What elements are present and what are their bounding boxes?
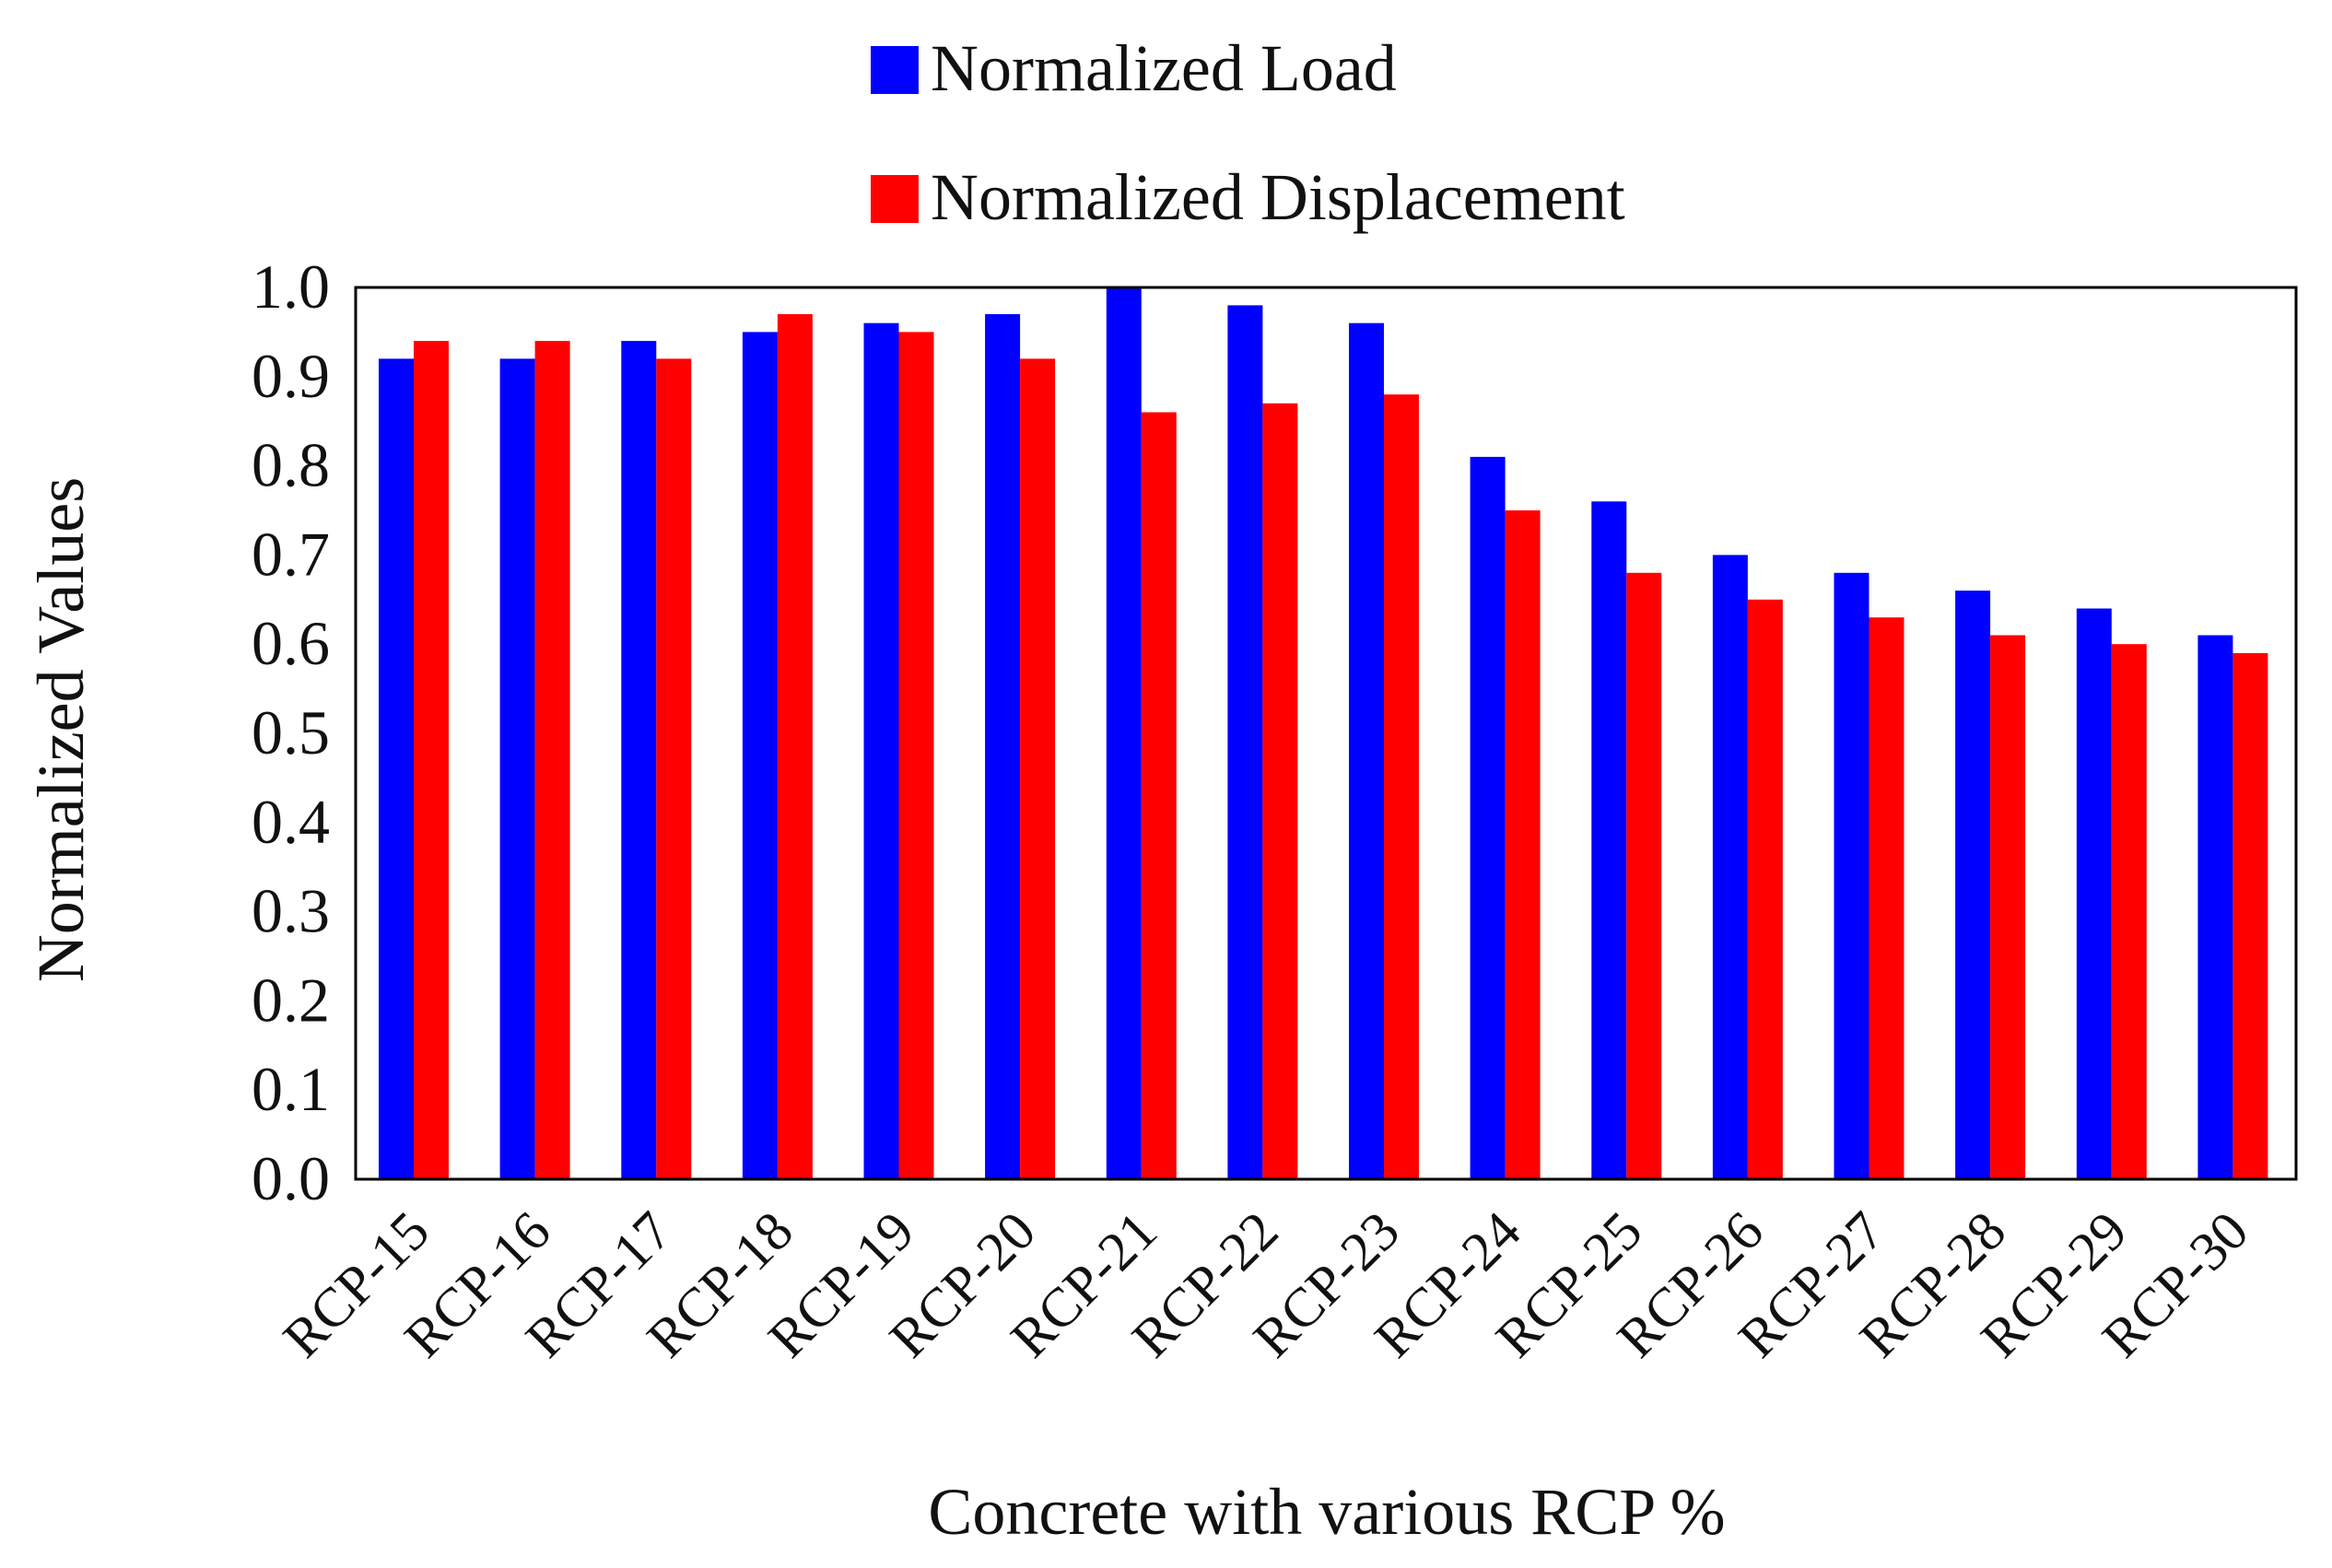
legend-swatch-normalized-load	[871, 46, 919, 94]
bar-normalized-load-rcp-19	[863, 322, 899, 1179]
bar-normalized-load-rcp-30	[2197, 635, 2233, 1179]
y-tick-label: 0.0	[252, 1143, 330, 1213]
bar-normalized-load-rcp-20	[985, 314, 1021, 1179]
bar-normalized-displacement-rcp-26	[1747, 599, 1783, 1179]
legend-swatch-normalized-displacement	[871, 175, 919, 223]
bar-normalized-displacement-rcp-28	[1990, 635, 2026, 1179]
bar-normalized-displacement-rcp-23	[1384, 394, 1419, 1179]
bar-normalized-load-rcp-18	[742, 332, 778, 1179]
bar-normalized-load-rcp-23	[1349, 322, 1384, 1179]
x-tick-labels: RCP-15RCP-16RCP-17RCP-18RCP-19RCP-20RCP-…	[272, 1200, 2260, 1369]
legend: Normalized Load Normalized Displacement	[871, 31, 1625, 234]
bar-normalized-displacement-rcp-30	[2232, 652, 2268, 1179]
bar-normalized-load-rcp-26	[1712, 555, 1748, 1179]
y-tick-label: 0.7	[252, 519, 330, 589]
bar-normalized-load-rcp-27	[1834, 572, 1869, 1179]
bar-normalized-displacement-rcp-16	[534, 341, 570, 1180]
bar-normalized-displacement-rcp-27	[1869, 617, 1904, 1179]
bar-normalized-displacement-rcp-15	[414, 341, 449, 1180]
bar-normalized-load-rcp-17	[621, 341, 657, 1180]
bar-normalized-displacement-rcp-20	[1020, 358, 1056, 1179]
bar-normalized-load-rcp-24	[1470, 456, 1506, 1179]
y-tick-label: 0.2	[252, 965, 330, 1035]
y-tick-label: 0.1	[252, 1054, 330, 1124]
plot-area-frame	[354, 286, 2298, 1181]
bar-normalized-load-rcp-15	[379, 358, 414, 1179]
y-tick-label: 0.9	[252, 341, 330, 411]
legend-label-normalized-load: Normalized Load	[931, 31, 1397, 105]
bar-normalized-load-rcp-28	[1955, 591, 1991, 1179]
bar-normalized-displacement-rcp-17	[656, 358, 692, 1179]
y-tick-label: 1.0	[252, 252, 330, 322]
y-tick-label: 0.8	[252, 430, 330, 500]
x-axis-title: Concrete with various RCP %	[928, 1475, 1725, 1549]
bars-group	[379, 287, 2268, 1180]
y-tick-label: 0.4	[252, 787, 330, 857]
y-tick-label: 0.5	[252, 697, 330, 767]
bar-normalized-load-rcp-25	[1591, 501, 1627, 1179]
bar-normalized-displacement-rcp-21	[1141, 412, 1177, 1179]
y-tick-label: 0.3	[252, 876, 330, 946]
y-axis-title: Normalized Values	[24, 477, 98, 983]
bar-normalized-load-rcp-29	[2076, 608, 2112, 1179]
bar-normalized-load-rcp-21	[1106, 287, 1142, 1179]
bar-normalized-displacement-rcp-19	[898, 332, 934, 1179]
y-tick-labels: 0.0 0.1 0.2 0.3 0.4 0.5 0.6 0.7 0.8 0.9 1.0	[252, 252, 330, 1213]
bar-normalized-displacement-rcp-18	[777, 314, 813, 1179]
y-tick-label: 0.6	[252, 608, 330, 678]
bar-normalized-displacement-rcp-25	[1626, 572, 1662, 1179]
bar-normalized-load-rcp-22	[1227, 305, 1263, 1179]
bar-normalized-displacement-rcp-24	[1505, 510, 1541, 1179]
legend-label-normalized-displacement: Normalized Displacement	[931, 160, 1625, 234]
bar-normalized-displacement-rcp-29	[2111, 644, 2147, 1179]
bar-normalized-displacement-rcp-22	[1262, 403, 1298, 1179]
bar-normalized-load-rcp-16	[499, 358, 535, 1179]
